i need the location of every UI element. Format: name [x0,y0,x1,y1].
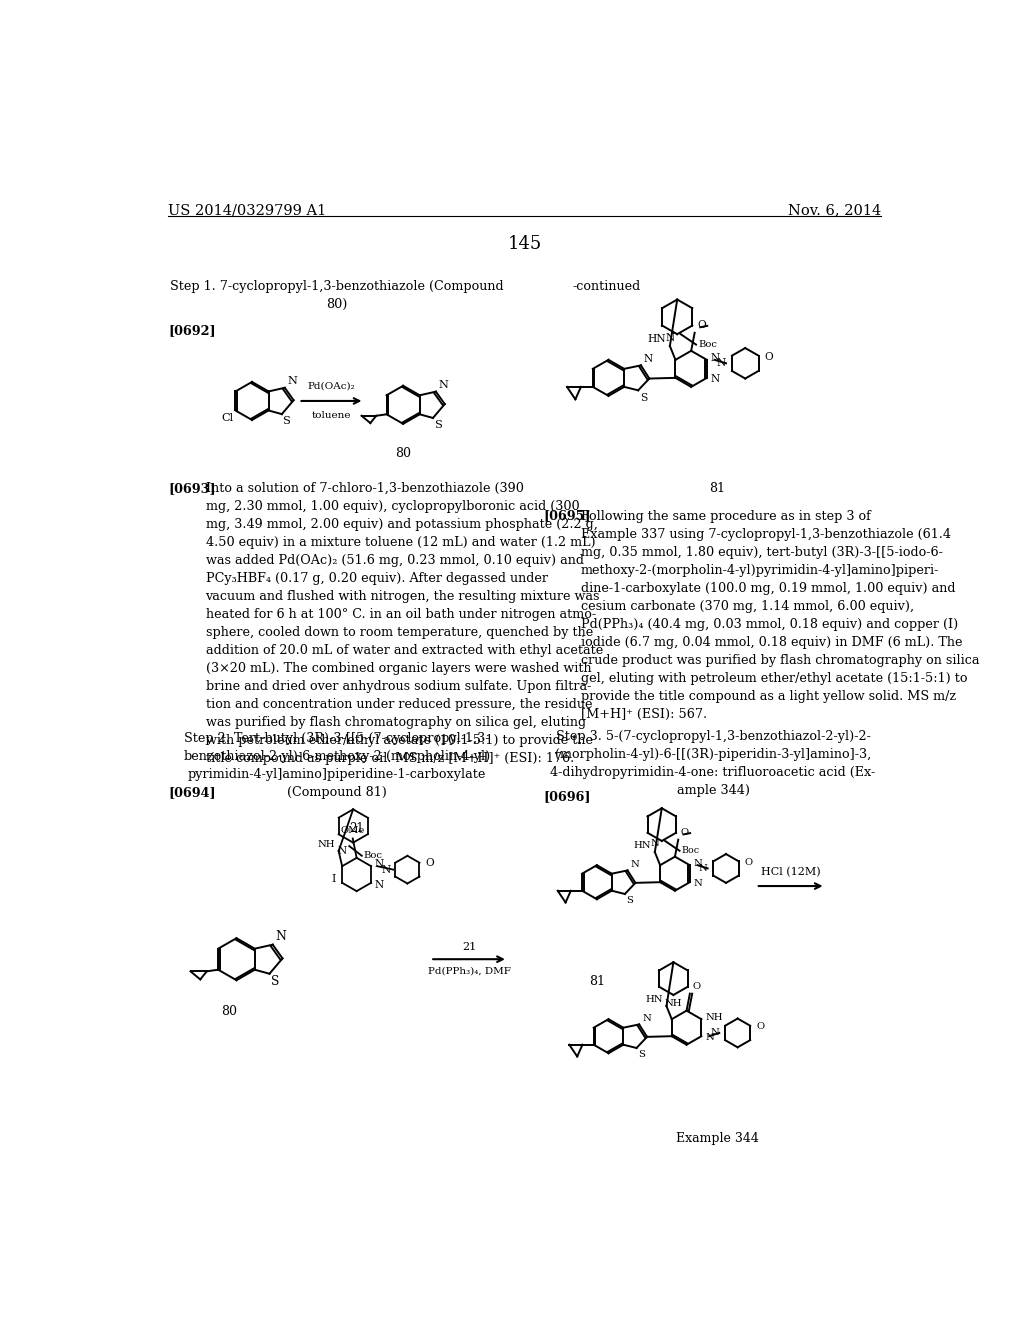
Text: Into a solution of 7-chloro-1,3-benzothiazole (390
mg, 2.30 mmol, 1.00 equiv), c: Into a solution of 7-chloro-1,3-benzothi… [206,482,603,764]
Text: 81: 81 [589,974,605,987]
Text: [0692]: [0692] [168,323,216,337]
Text: Boc: Boc [364,851,382,861]
Text: N: N [631,859,639,869]
Text: Boc: Boc [682,846,700,855]
Text: Boc: Boc [698,341,718,348]
Text: N: N [717,358,726,368]
Text: N: N [287,376,297,387]
Text: S: S [284,416,291,425]
Text: O: O [697,321,706,330]
Text: [0694]: [0694] [168,785,216,799]
Text: O: O [425,858,434,869]
Text: Step 3. 5-(7-cyclopropyl-1,3-benzothiazol-2-yl)-2-
(morpholin-4-yl)-6-[[(3R)-pip: Step 3. 5-(7-cyclopropyl-1,3-benzothiazo… [551,730,876,797]
Text: N: N [375,880,384,890]
Text: O: O [756,1022,764,1031]
Text: Following the same procedure as in step 3 of
Example 337 using 7-cyclopropyl-1,3: Following the same procedure as in step … [581,510,979,721]
Text: N: N [438,380,449,391]
Text: N: N [693,879,702,888]
Text: [0696]: [0696] [544,789,591,803]
Text: toluene: toluene [311,411,351,420]
Text: N: N [650,840,658,849]
Text: S: S [640,392,647,403]
Text: NH: NH [706,1014,723,1022]
Text: N: N [711,375,720,384]
Text: O: O [681,829,689,837]
Text: N: N [706,1034,714,1043]
Text: NH: NH [317,840,335,849]
Text: O: O [693,982,701,990]
Text: -continued: -continued [572,280,640,293]
Text: OMe: OMe [341,826,365,836]
Text: 21: 21 [462,941,476,952]
Text: N: N [711,1028,719,1038]
Text: [0695]: [0695] [544,510,591,523]
Text: 80: 80 [395,447,411,461]
Text: 145: 145 [508,235,542,253]
Text: N: N [382,865,391,875]
Text: S: S [627,896,633,906]
Text: O: O [744,858,753,867]
Text: Example 344: Example 344 [676,1133,759,1146]
Text: HCl (12M): HCl (12M) [761,866,820,876]
Text: N: N [275,931,286,942]
Text: S: S [638,1051,645,1059]
Text: US 2014/0329799 A1: US 2014/0329799 A1 [168,203,327,216]
Text: N: N [666,333,675,343]
Text: N: N [693,859,702,869]
Text: S: S [434,420,442,429]
Text: 21: 21 [349,822,364,836]
Text: Step 2. Tert-butyl (3R)-3-[[5-(7-cyclopropyl-1,3-
benzothiazol-2-yl)-6-methoxy-2: Step 2. Tert-butyl (3R)-3-[[5-(7-cyclopr… [183,733,490,799]
Text: N: N [699,865,708,873]
Text: N: N [644,354,653,364]
Text: 80: 80 [221,1006,237,1019]
Text: HN: HN [645,995,663,1003]
Text: S: S [271,975,280,989]
Text: N: N [375,859,384,869]
Text: HN: HN [647,334,666,343]
Text: [0693]: [0693] [168,482,216,495]
Text: N: N [642,1014,651,1023]
Text: 81: 81 [709,482,725,495]
Text: I: I [332,874,336,884]
Text: NH: NH [665,999,682,1007]
Text: Nov. 6, 2014: Nov. 6, 2014 [788,203,882,216]
Text: Pd(OAc)₂: Pd(OAc)₂ [307,381,355,391]
Text: O: O [765,352,773,362]
Text: N: N [338,846,347,857]
Text: HN: HN [634,841,651,850]
Text: Pd(PPh₃)₄, DMF: Pd(PPh₃)₄, DMF [428,966,510,975]
Text: Step 1. 7-cyclopropyl-1,3-benzothiazole (Compound
80): Step 1. 7-cyclopropyl-1,3-benzothiazole … [170,280,504,312]
Text: Cl: Cl [221,413,233,422]
Text: N: N [711,354,720,363]
